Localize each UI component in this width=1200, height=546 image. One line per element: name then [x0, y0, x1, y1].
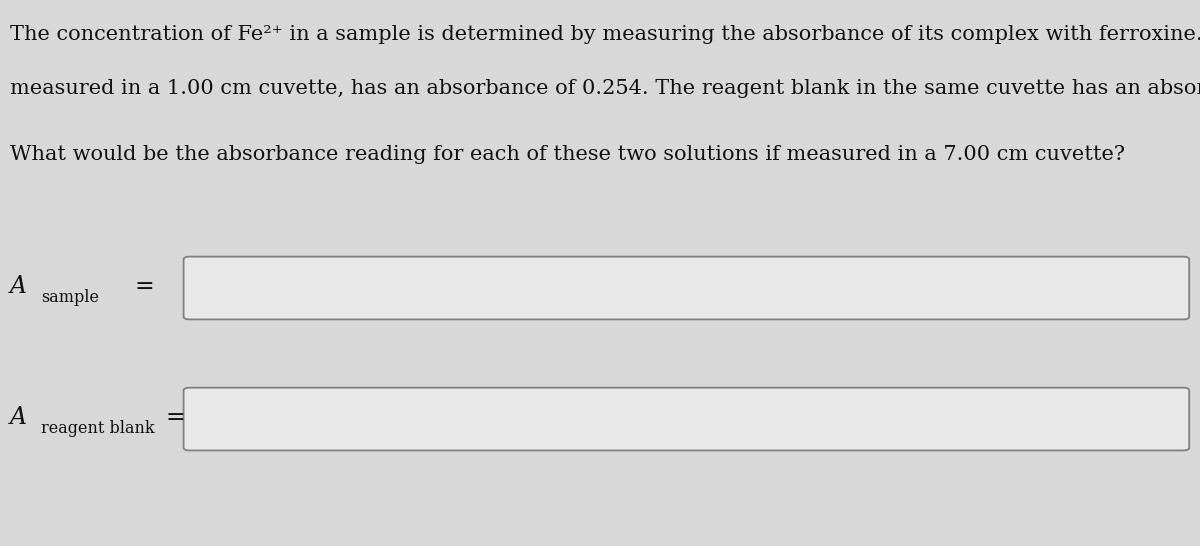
Text: measured in a 1.00 cm cuvette, has an absorbance of 0.254. The reagent blank in : measured in a 1.00 cm cuvette, has an ab…	[10, 79, 1200, 98]
Text: A: A	[10, 275, 26, 298]
Text: sample: sample	[41, 288, 98, 306]
Text: =: =	[134, 275, 154, 298]
FancyBboxPatch shape	[184, 257, 1189, 319]
Text: The concentration of Fe²⁺ in a sample is determined by measuring the absorbance : The concentration of Fe²⁺ in a sample is…	[10, 25, 1200, 44]
Text: =: =	[166, 406, 185, 429]
Text: A: A	[10, 406, 26, 429]
FancyBboxPatch shape	[184, 388, 1189, 450]
Text: What would be the absorbance reading for each of these two solutions if measured: What would be the absorbance reading for…	[10, 145, 1124, 164]
Text: reagent blank: reagent blank	[41, 419, 155, 437]
